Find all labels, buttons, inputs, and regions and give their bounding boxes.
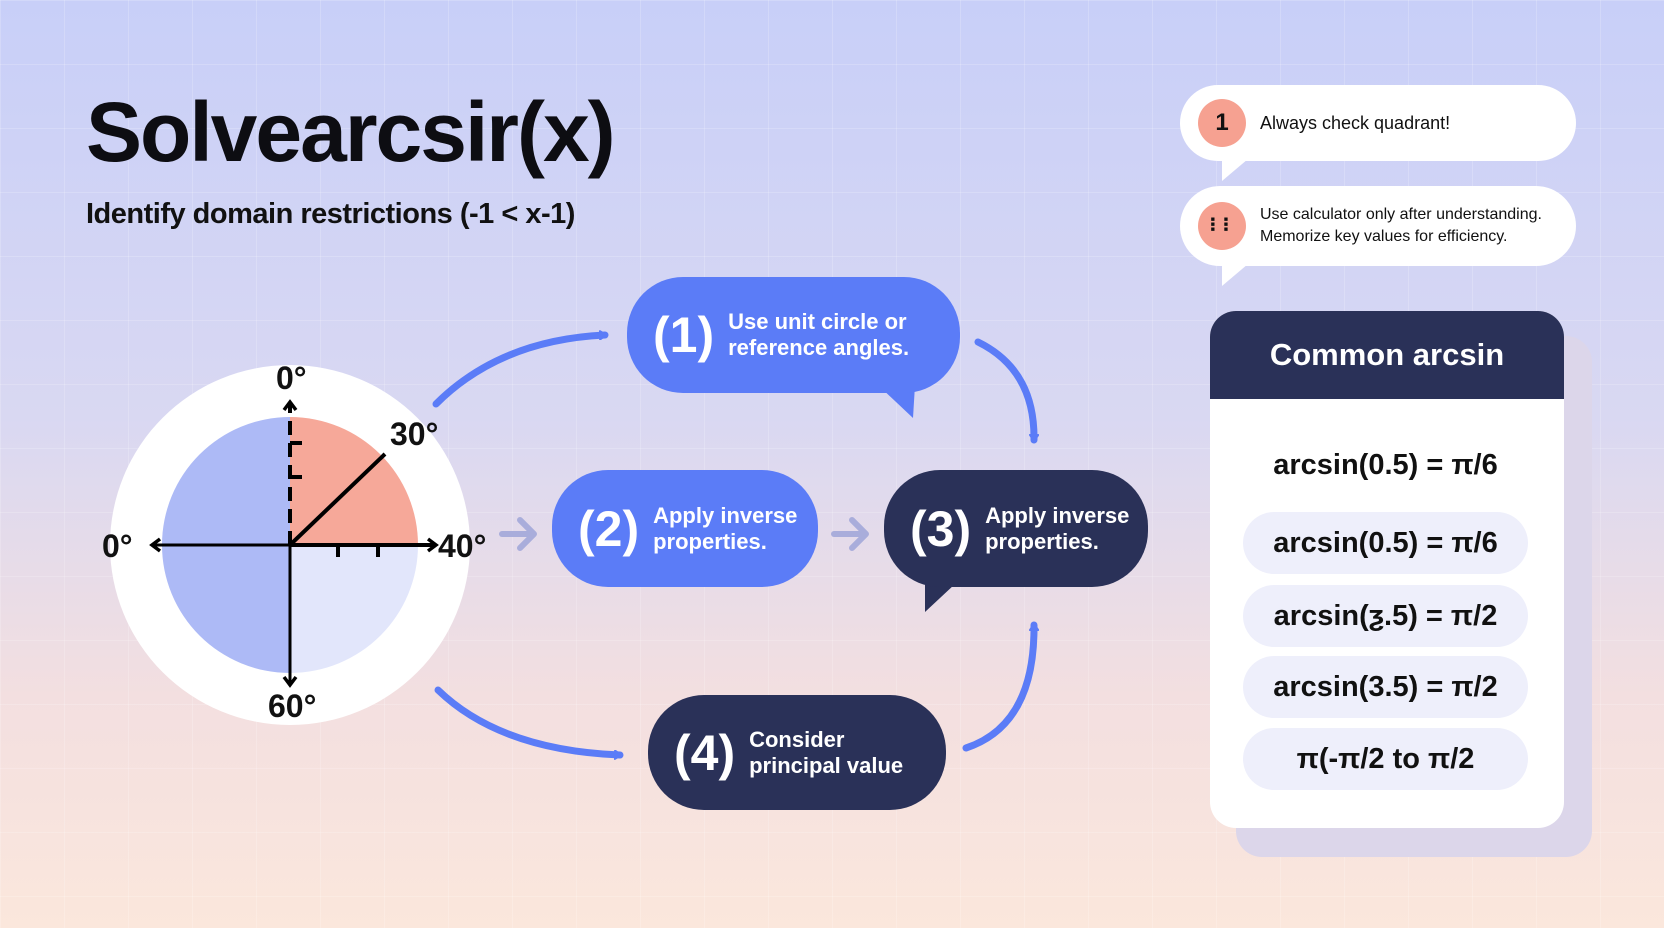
unit-circle [110, 365, 470, 725]
step-label-line: Apply inverse [985, 502, 1130, 528]
step-label-line: Use unit circle or [728, 309, 907, 334]
step-1: (1) Use unit circle or reference angles. [627, 277, 960, 393]
tip-text: Always check quadrant! [1260, 113, 1451, 133]
label-right: 40° [438, 528, 487, 564]
step-label-line: properties. [985, 528, 1099, 554]
curved-arrow-to-step1 [432, 335, 609, 408]
page-subtitle: Identify domain restrictions (-1 < x-1) [86, 198, 575, 230]
step-label-line: properties. [653, 528, 767, 554]
arcsin-row: π(-π/2 to π/2 [1243, 728, 1528, 790]
card-title: Common arcsin [1210, 311, 1564, 399]
arcsin-row: arcsin(0.5) = π/6 [1273, 448, 1498, 481]
step-2: (2) Apply inverse properties. [552, 470, 818, 587]
label-left: 0° [102, 528, 133, 564]
gray-arrow-1-2 [499, 517, 537, 551]
curved-arrow-to-step3 [974, 338, 1034, 444]
tip-text-line: Use calculator only after understanding. [1260, 206, 1542, 223]
step-label-line: Apply inverse [653, 502, 798, 528]
label-diag: 30° [390, 416, 439, 452]
arcsin-row: arcsin(3.5) = π/2 [1243, 656, 1528, 718]
step-label-line: Consider [749, 726, 845, 752]
step-number: (2) [578, 500, 640, 557]
step-label-line: reference angles. [728, 335, 910, 360]
page-title: Solvearcsir(x) [86, 85, 616, 179]
tip-bubble-2: ⠇⠇ Use calculator only after understandi… [1180, 186, 1576, 286]
step-number: (4) [674, 724, 736, 781]
step-number: (3) [910, 500, 972, 557]
step-number: (1) [653, 307, 715, 363]
label-bottom: 60° [268, 688, 317, 724]
label-top: 0° [276, 360, 307, 396]
tip-bubble-1: 1 Always check quadrant! [1180, 85, 1576, 181]
arcsin-row: arcsin(ƺ.5) = π/2 [1243, 585, 1528, 647]
circle-lower-right [290, 545, 418, 673]
tip-text-line: Memorize key values for efficiency. [1260, 228, 1508, 245]
step-label-line: principal value [749, 752, 904, 778]
curved-arrow-to-step4 [434, 686, 624, 755]
curved-arrow-step4-to-step3 [962, 621, 1034, 752]
step-4: (4) Consider principal value [648, 695, 946, 810]
step1-tail [878, 385, 915, 418]
common-arcsin-card: Common arcsin arcsin(0.5) = π/6 arcsin(0… [1210, 311, 1564, 828]
arcsin-row: arcsin(0.5) = π/6 [1243, 512, 1528, 574]
step-3: (3) Apply inverse properties. [884, 470, 1148, 587]
tip-badge: 1 [1198, 99, 1246, 147]
tip-badge: ⠇⠇ [1198, 202, 1246, 250]
gray-arrow-2-3 [831, 517, 869, 551]
